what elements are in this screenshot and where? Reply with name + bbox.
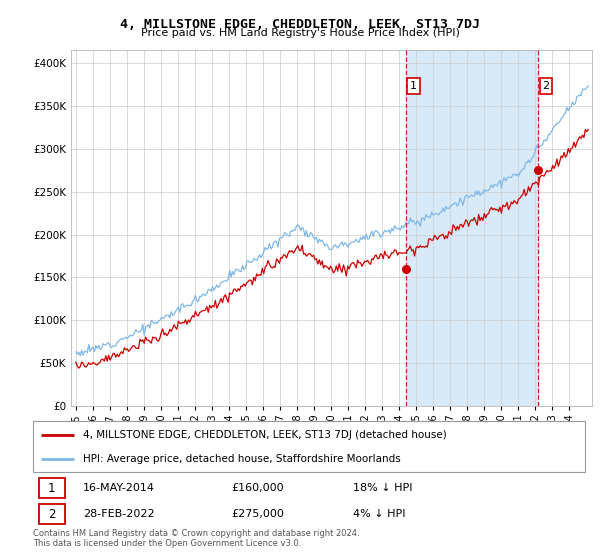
Text: Price paid vs. HM Land Registry's House Price Index (HPI): Price paid vs. HM Land Registry's House … (140, 28, 460, 38)
Text: 2: 2 (48, 508, 56, 521)
Text: HPI: Average price, detached house, Staffordshire Moorlands: HPI: Average price, detached house, Staf… (83, 454, 400, 464)
Bar (406, 50, 538, 406)
Text: 2: 2 (542, 81, 550, 91)
Text: Contains HM Land Registry data © Crown copyright and database right 2024.: Contains HM Land Registry data © Crown c… (33, 529, 359, 538)
Text: 1: 1 (410, 81, 417, 91)
FancyBboxPatch shape (33, 421, 585, 472)
Text: 4, MILLSTONE EDGE, CHEDDLETON, LEEK, ST13 7DJ (detached house): 4, MILLSTONE EDGE, CHEDDLETON, LEEK, ST1… (83, 430, 446, 440)
Text: 16-MAY-2014: 16-MAY-2014 (83, 483, 155, 493)
Text: This data is licensed under the Open Government Licence v3.0.: This data is licensed under the Open Gov… (33, 539, 301, 548)
FancyBboxPatch shape (38, 504, 65, 524)
Text: 18% ↓ HPI: 18% ↓ HPI (353, 483, 413, 493)
Text: 28-FEB-2022: 28-FEB-2022 (83, 509, 154, 519)
Text: £160,000: £160,000 (232, 483, 284, 493)
Text: £275,000: £275,000 (232, 509, 284, 519)
Text: 4% ↓ HPI: 4% ↓ HPI (353, 509, 406, 519)
Text: 4, MILLSTONE EDGE, CHEDDLETON, LEEK, ST13 7DJ: 4, MILLSTONE EDGE, CHEDDLETON, LEEK, ST1… (120, 18, 480, 31)
Text: 1: 1 (48, 482, 56, 494)
FancyBboxPatch shape (38, 478, 65, 498)
